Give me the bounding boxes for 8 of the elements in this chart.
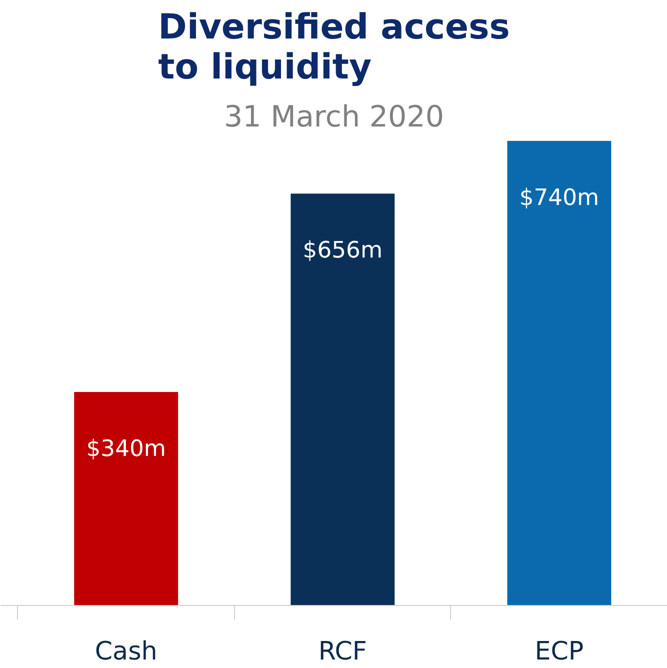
data-label: $656m [302,238,383,264]
data-label: $740m [519,184,600,211]
chart-subtitle: 31 March 2020 [224,100,444,134]
x-tick-label: Cash [94,636,158,666]
chart-title: Diversified access to liquidity [158,8,510,88]
x-tick-label: RCF [318,636,367,666]
x-tick-label: ECP [534,636,584,666]
data-label: $340m [86,436,166,462]
